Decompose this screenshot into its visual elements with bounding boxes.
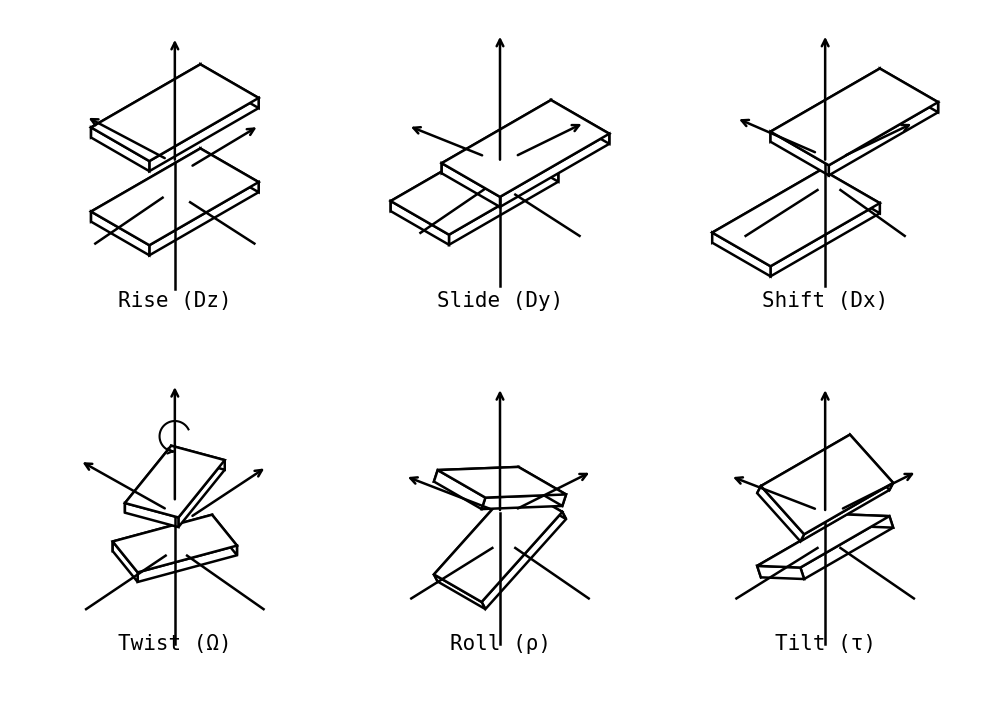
Polygon shape: [771, 203, 880, 276]
Polygon shape: [200, 64, 259, 108]
Polygon shape: [757, 566, 804, 579]
Polygon shape: [771, 68, 880, 142]
Polygon shape: [757, 486, 804, 541]
Polygon shape: [500, 138, 558, 182]
Polygon shape: [434, 484, 518, 582]
Polygon shape: [757, 434, 850, 493]
Polygon shape: [434, 484, 562, 602]
Polygon shape: [125, 503, 178, 527]
Polygon shape: [551, 100, 609, 144]
Polygon shape: [91, 149, 259, 245]
Text: Rise (Dz): Rise (Dz): [118, 291, 232, 311]
Polygon shape: [757, 515, 889, 568]
Polygon shape: [515, 467, 566, 506]
Polygon shape: [391, 138, 500, 211]
Polygon shape: [829, 102, 938, 176]
Polygon shape: [771, 132, 829, 176]
Polygon shape: [391, 201, 449, 245]
Polygon shape: [91, 212, 149, 255]
Text: Roll (ρ): Roll (ρ): [450, 634, 550, 654]
Polygon shape: [149, 98, 259, 171]
Polygon shape: [125, 446, 225, 517]
Polygon shape: [449, 171, 558, 245]
Polygon shape: [712, 169, 822, 243]
Polygon shape: [212, 515, 237, 556]
Polygon shape: [822, 169, 880, 213]
Polygon shape: [178, 460, 225, 527]
Polygon shape: [200, 149, 259, 192]
Polygon shape: [434, 575, 485, 609]
Polygon shape: [712, 169, 880, 266]
Polygon shape: [434, 470, 485, 509]
Polygon shape: [91, 128, 149, 171]
Polygon shape: [113, 515, 212, 551]
Polygon shape: [149, 182, 259, 255]
Polygon shape: [515, 484, 566, 519]
Polygon shape: [442, 163, 500, 207]
Polygon shape: [91, 149, 200, 221]
Polygon shape: [482, 494, 566, 509]
Polygon shape: [171, 446, 225, 470]
Polygon shape: [113, 541, 138, 582]
Polygon shape: [442, 100, 551, 173]
Polygon shape: [442, 100, 609, 197]
Text: Twist (Ω): Twist (Ω): [118, 634, 232, 654]
Polygon shape: [757, 515, 850, 577]
Polygon shape: [846, 515, 893, 527]
Polygon shape: [138, 546, 237, 582]
Polygon shape: [391, 138, 558, 235]
Polygon shape: [800, 516, 893, 579]
Polygon shape: [800, 483, 893, 541]
Polygon shape: [771, 68, 938, 165]
Polygon shape: [434, 467, 518, 482]
Polygon shape: [125, 446, 171, 513]
Polygon shape: [761, 434, 893, 534]
Polygon shape: [91, 64, 259, 161]
Polygon shape: [113, 515, 237, 572]
Polygon shape: [500, 134, 609, 207]
Polygon shape: [91, 64, 200, 137]
Polygon shape: [880, 68, 938, 112]
Polygon shape: [438, 467, 566, 498]
Text: Slide (Dy): Slide (Dy): [437, 291, 563, 311]
Text: Tilt (τ): Tilt (τ): [775, 634, 876, 654]
Polygon shape: [846, 434, 893, 490]
Polygon shape: [482, 512, 566, 609]
Polygon shape: [712, 233, 771, 276]
Text: Shift (Dx): Shift (Dx): [762, 291, 888, 311]
